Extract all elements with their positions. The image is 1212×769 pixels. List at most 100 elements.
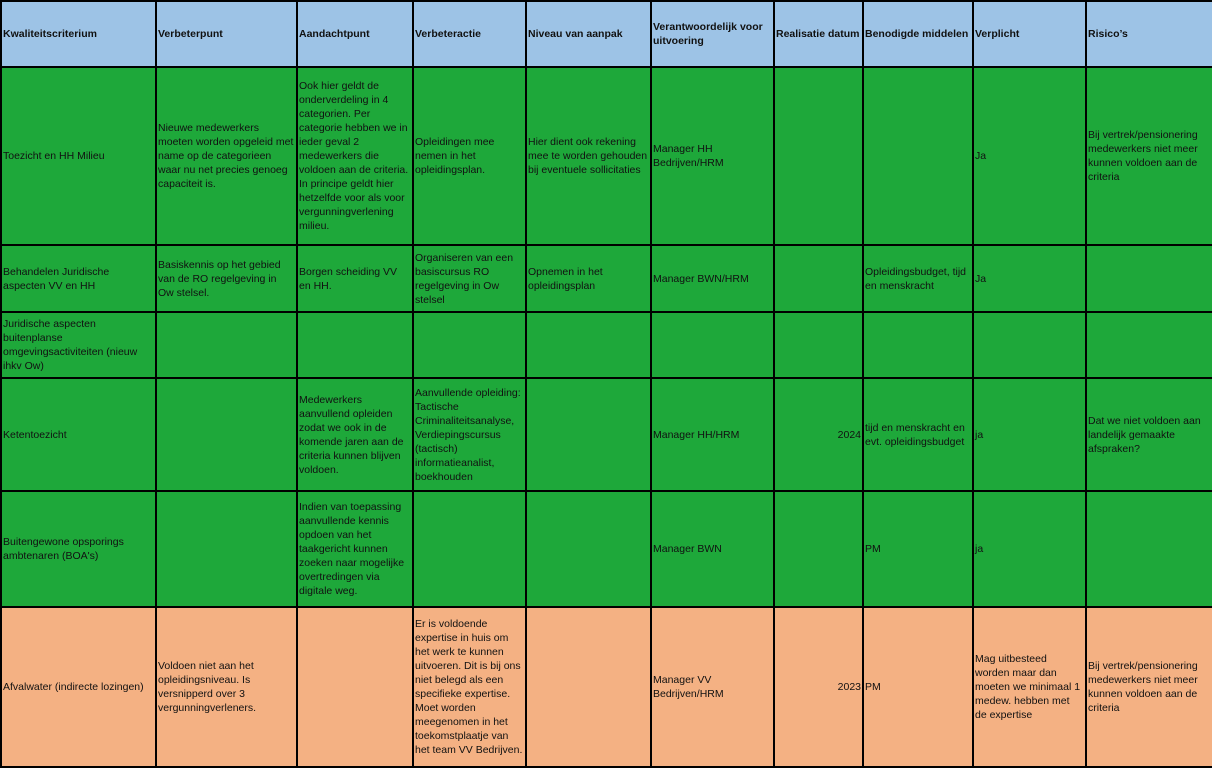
column-header: Verbeterpunt [155, 0, 298, 68]
cell-content [157, 379, 296, 490]
table-row: Afvalwater (indirecte lozingen) Voldoen n… [0, 606, 1212, 768]
table-cell [1085, 311, 1212, 379]
cell-content [298, 608, 412, 766]
cell-content: Organiseren van een basiscursus RO regel… [415, 251, 514, 306]
table-cell: Juridische aspecten buitenplanse omgevin… [0, 311, 157, 379]
cell-content: 2024 [837, 428, 861, 441]
column-header: Risico’s [1085, 0, 1212, 68]
cell-content [864, 68, 972, 244]
cell-content [775, 313, 862, 377]
column-header: Verantwoordelijk voor uitvoering [650, 0, 775, 68]
cell-content: ja [975, 543, 984, 555]
cell-content: Ja [975, 150, 987, 162]
table-cell: Basiskennis op het gebied van de RO rege… [155, 244, 298, 313]
cell-content: Verplicht [975, 28, 1020, 40]
table-row: Juridische aspecten buitenplanse omgevin… [0, 311, 1212, 379]
table-cell [296, 606, 414, 768]
table-cell [525, 377, 652, 492]
cell-content: Basiskennis op het gebied van de RO rege… [158, 258, 281, 299]
cell-content: PM [865, 543, 881, 555]
column-header: Benodigde middelen [862, 0, 974, 68]
table-cell: Organiseren van een basiscursus RO regel… [412, 244, 527, 313]
table-cell [155, 377, 298, 492]
cell-content: Niveau van aanpak [528, 28, 623, 40]
table-cell [862, 311, 974, 379]
table-cell [650, 311, 775, 379]
table-cell: PM [862, 606, 974, 768]
table-cell [972, 311, 1087, 379]
cell-content: Er is voldoende expertise in huis om het… [415, 618, 523, 756]
cell-content [864, 313, 972, 377]
table-cell: ja [972, 490, 1087, 608]
cell-content: ja [975, 428, 984, 441]
cell-content: Aanvullende opleiding: Tactische Crimina… [415, 386, 521, 483]
table-cell: Ja [972, 66, 1087, 246]
cell-content: Ja [975, 272, 987, 285]
table-cell: Buitengewone opsporings ambtenaren (BOA'… [0, 490, 157, 608]
cell-content: Aandachtpunt [299, 28, 370, 40]
table-cell [773, 490, 864, 608]
table-cell: Medewerkers aanvullend opleiden zodat we… [296, 377, 414, 492]
cell-content [298, 313, 412, 377]
cell-content: Afvalwater (indirecte lozingen) [3, 681, 144, 693]
table-cell [525, 606, 652, 768]
header-row: Kwaliteitscriterium Verbeterpunt Aandachtp… [0, 0, 1212, 68]
cell-content: Borgen scheiding VV en HH. [299, 265, 398, 292]
table-cell: Manager HH Bedrijven/HRM [650, 66, 775, 246]
table-cell [155, 490, 298, 608]
cell-content: Medewerkers aanvullend opleiden zodat we… [299, 393, 404, 476]
table-cell: Indien van toepassing aanvullende kennis… [296, 490, 414, 608]
table-cell [773, 244, 864, 313]
column-header: Realisatie datum [773, 0, 864, 68]
table-cell: Nieuwe medewerkers moeten worden opgelei… [155, 66, 298, 246]
cell-content [414, 492, 525, 606]
table-cell: Ook hier geldt de onderverdeling in 4 ca… [296, 66, 414, 246]
cell-content: Manager BWN/HRM [653, 272, 749, 285]
table-cell [296, 311, 414, 379]
cell-content [775, 246, 862, 311]
cell-content: Verbeterpunt [158, 28, 223, 40]
cell-content: Toezicht en HH Milieu [3, 150, 105, 162]
table-row: Ketentoezicht Medewerkers aanvullend ople… [0, 377, 1212, 492]
table-cell [412, 490, 527, 608]
cell-content [414, 313, 525, 377]
cell-content: Bij vertrek/pensionering medewerkers nie… [1088, 129, 1198, 183]
table-cell [525, 311, 652, 379]
table-cell [773, 311, 864, 379]
table-cell: Manager VV Bedrijven/HRM [650, 606, 775, 768]
table-cell: tijd en menskracht en evt. opleidingsbud… [862, 377, 974, 492]
cell-content: Ook hier geldt de onderverdeling in 4 ca… [299, 80, 409, 232]
table-cell: Er is voldoende expertise in huis om het… [412, 606, 527, 768]
table-row: Behandelen Juridische aspecten VV en HH B… [0, 244, 1212, 313]
cell-content: Verantwoordelijk voor uitvoering [653, 21, 763, 47]
table-cell: 2024 [773, 377, 864, 492]
table-cell [1085, 490, 1212, 608]
table-cell: Bij vertrek/pensionering medewerkers nie… [1085, 606, 1212, 768]
column-header: Verplicht [972, 0, 1087, 68]
table-cell [155, 311, 298, 379]
table-cell [773, 66, 864, 246]
column-header: Kwaliteitscriterium [0, 0, 157, 68]
table-cell: Opleidingen mee nemen in het opleidingsp… [412, 66, 527, 246]
cell-content: Voldoen niet aan het opleidingsniveau. I… [158, 660, 257, 714]
cell-content: PM [865, 681, 881, 693]
cell-content: Hier dient ook rekening mee te worden ge… [528, 136, 648, 176]
table-cell: Mag uitbesteed worden maar dan moeten we… [972, 606, 1087, 768]
cell-content [527, 379, 650, 490]
cell-content [1087, 313, 1212, 377]
cell-content: Opleidingsbudget, tijd en menskracht [865, 265, 966, 292]
cell-content: Dat we niet voldoen aan landelijk gemaak… [1088, 414, 1201, 455]
table-cell: Manager BWN/HRM [650, 244, 775, 313]
table-cell: Manager BWN [650, 490, 775, 608]
table-cell: Behandelen Juridische aspecten VV en HH [0, 244, 157, 313]
cell-content: Manager HH/HRM [653, 428, 740, 441]
cell-content [1087, 246, 1212, 311]
table-cell: Ketentoezicht [0, 377, 157, 492]
cell-content [527, 313, 650, 377]
cell-content [527, 492, 650, 606]
table-cell [525, 490, 652, 608]
table-row: Buitengewone opsporings ambtenaren (BOA'… [0, 490, 1212, 608]
table-cell: PM [862, 490, 974, 608]
cell-content [974, 313, 1085, 377]
